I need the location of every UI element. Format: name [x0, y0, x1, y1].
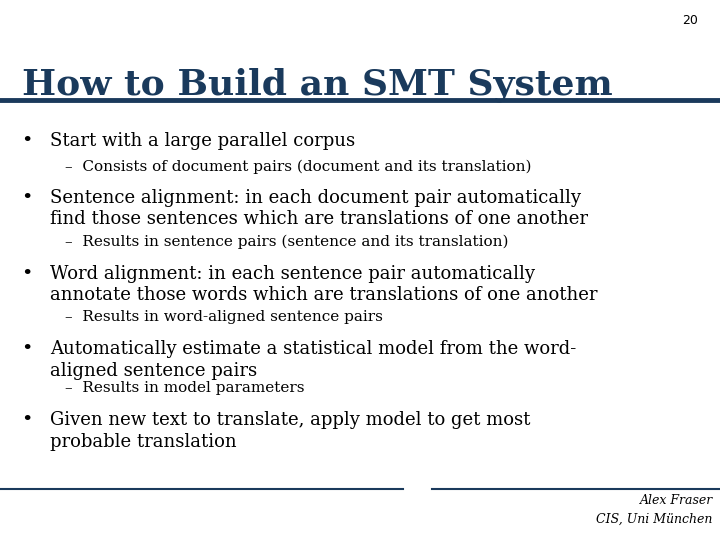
Text: Given new text to translate, apply model to get most
probable translation: Given new text to translate, apply model…: [50, 411, 531, 451]
Text: Word alignment: in each sentence pair automatically
annotate those words which a: Word alignment: in each sentence pair au…: [50, 265, 598, 304]
Text: Automatically estimate a statistical model from the word-
aligned sentence pairs: Automatically estimate a statistical mod…: [50, 340, 577, 380]
Text: Sentence alignment: in each document pair automatically
find those sentences whi: Sentence alignment: in each document pai…: [50, 189, 588, 228]
Text: –  Results in word-aligned sentence pairs: – Results in word-aligned sentence pairs: [65, 310, 382, 325]
Text: Start with a large parallel corpus: Start with a large parallel corpus: [50, 132, 356, 150]
Text: 20: 20: [683, 14, 698, 26]
Text: –  Consists of document pairs (document and its translation): – Consists of document pairs (document a…: [65, 159, 531, 174]
Text: •: •: [22, 132, 33, 150]
Text: –  Results in model parameters: – Results in model parameters: [65, 381, 305, 395]
Text: How to Build an SMT System: How to Build an SMT System: [22, 68, 612, 102]
Text: •: •: [22, 265, 33, 282]
Text: •: •: [22, 340, 33, 358]
Text: Alex Fraser: Alex Fraser: [639, 494, 713, 507]
Text: •: •: [22, 411, 33, 429]
Text: •: •: [22, 189, 33, 207]
Text: –  Results in sentence pairs (sentence and its translation): – Results in sentence pairs (sentence an…: [65, 235, 508, 249]
Text: CIS, Uni München: CIS, Uni München: [596, 513, 713, 526]
